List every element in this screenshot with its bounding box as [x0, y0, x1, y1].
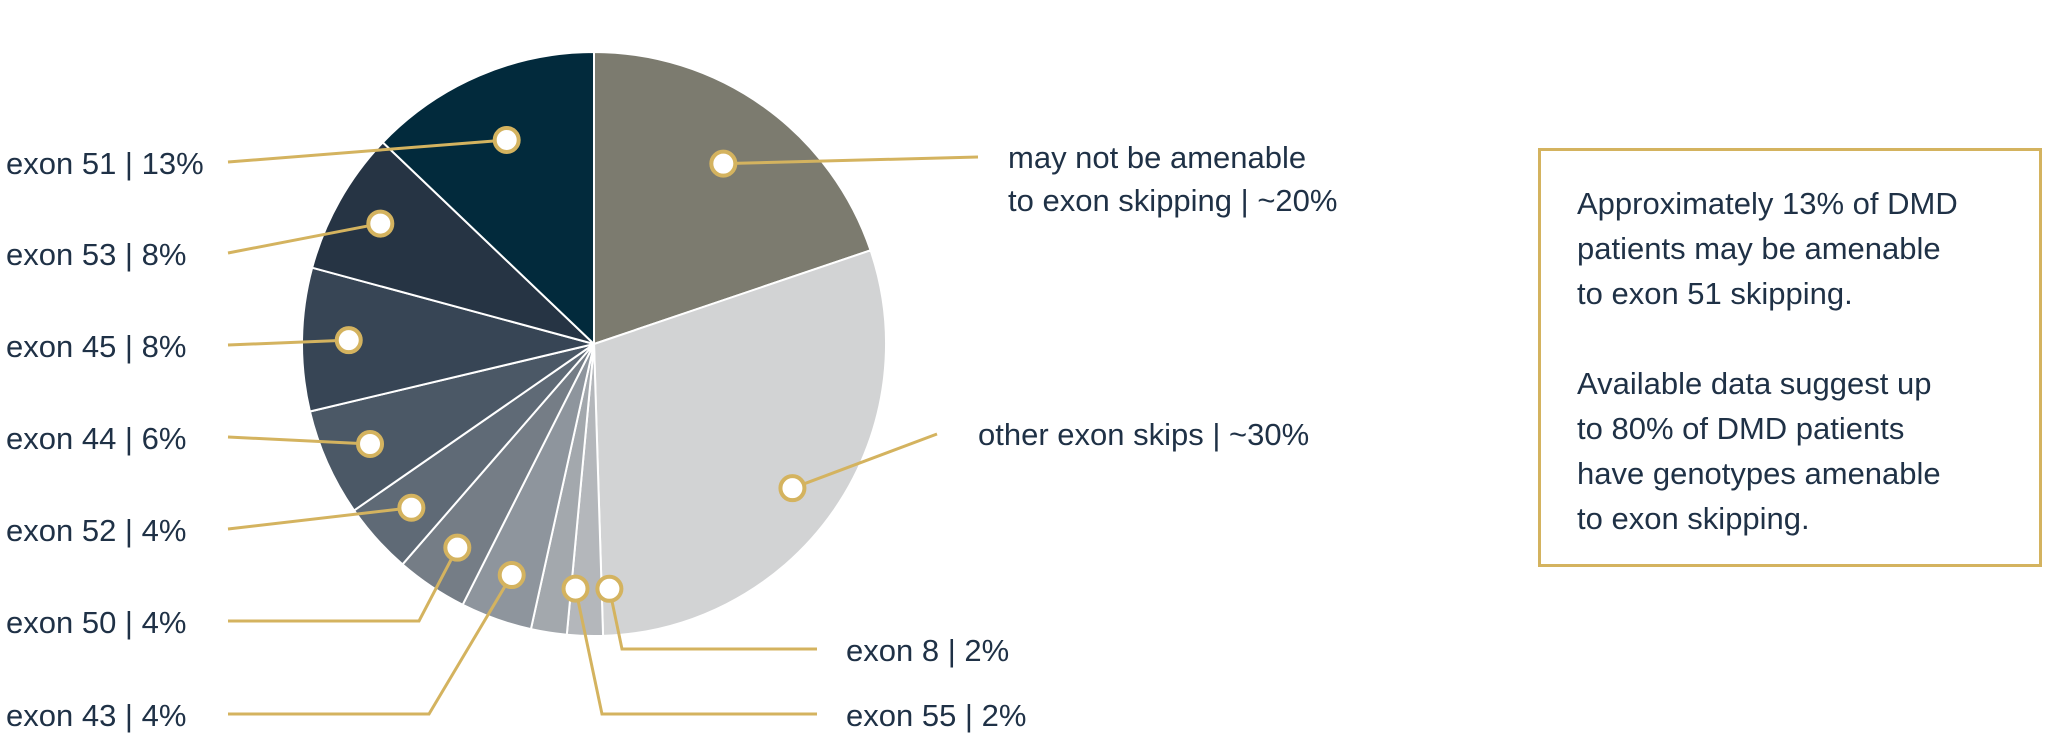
callout-line-exon-43 — [228, 574, 513, 716]
callout-line-exon-8 — [607, 588, 817, 651]
info-paragraph-1: Approximately 13% of DMD patients may be… — [1577, 186, 1958, 311]
callout-line-exon-50 — [228, 546, 459, 623]
callout-line-exon-45 — [227, 338, 349, 347]
info-paragraph-2: Available data suggest up to 80% of DMD … — [1577, 366, 1941, 536]
slice-label-may-not-be-amenable-to-exon-skipping: may not be amenable to exon skipping | ~2… — [1008, 140, 1337, 218]
callout-dot-other-exon-skips — [778, 474, 807, 503]
callout-dot-exon-50 — [443, 533, 472, 562]
slice-label-exon-52: exon 52 | 4% — [6, 513, 186, 548]
callout-dot-exon-8 — [595, 574, 624, 603]
pie-slice-exon-53 — [310, 140, 595, 345]
slice-label-exon-51: exon 51 | 13% — [6, 146, 204, 181]
callout-dot-may-not-be-amenable-to-exon-skipping — [709, 149, 738, 178]
slice-label-exon-55: exon 55 | 2% — [846, 698, 1026, 733]
slice-label-exon-45: exon 45 | 8% — [6, 329, 186, 364]
callout-line-exon-52 — [227, 506, 412, 531]
callout-line-may-not-be-amenable-to-exon-skipping — [723, 155, 979, 166]
info-box: Approximately 13% of DMD patients may be… — [1538, 148, 2042, 567]
pie-slice-exon-51 — [381, 50, 595, 347]
pie-slice-may-not-be-amenable-to-exon-skipping — [593, 50, 872, 346]
slice-label-exon-8: exon 8 | 2% — [846, 633, 1009, 668]
callout-line-exon-55 — [574, 588, 817, 716]
pie-slice-exon-45 — [301, 266, 595, 413]
callout-dot-exon-53 — [366, 209, 395, 238]
callout-dot-exon-43 — [497, 561, 526, 590]
callout-dot-exon-51 — [492, 125, 521, 154]
callout-dot-exon-52 — [397, 493, 426, 522]
callout-dot-exon-45 — [334, 326, 363, 355]
slice-label-exon-50: exon 50 | 4% — [6, 605, 186, 640]
slice-label-exon-44: exon 44 | 6% — [6, 421, 186, 456]
slice-label-other-exon-skips: other exon skips | ~30% — [978, 417, 1309, 452]
callout-line-exon-44 — [227, 435, 371, 446]
slice-label-exon-53: exon 53 | 8% — [6, 237, 186, 272]
pie-slice-other-exon-skips — [592, 249, 887, 637]
callout-dot-exon-44 — [356, 429, 385, 458]
callout-line-exon-51 — [227, 138, 507, 164]
slice-label-exon-43: exon 43 | 4% — [6, 698, 186, 733]
callout-line-other-exon-skips — [791, 432, 938, 490]
callout-dot-exon-55 — [561, 574, 590, 603]
callout-line-exon-53 — [227, 222, 381, 255]
